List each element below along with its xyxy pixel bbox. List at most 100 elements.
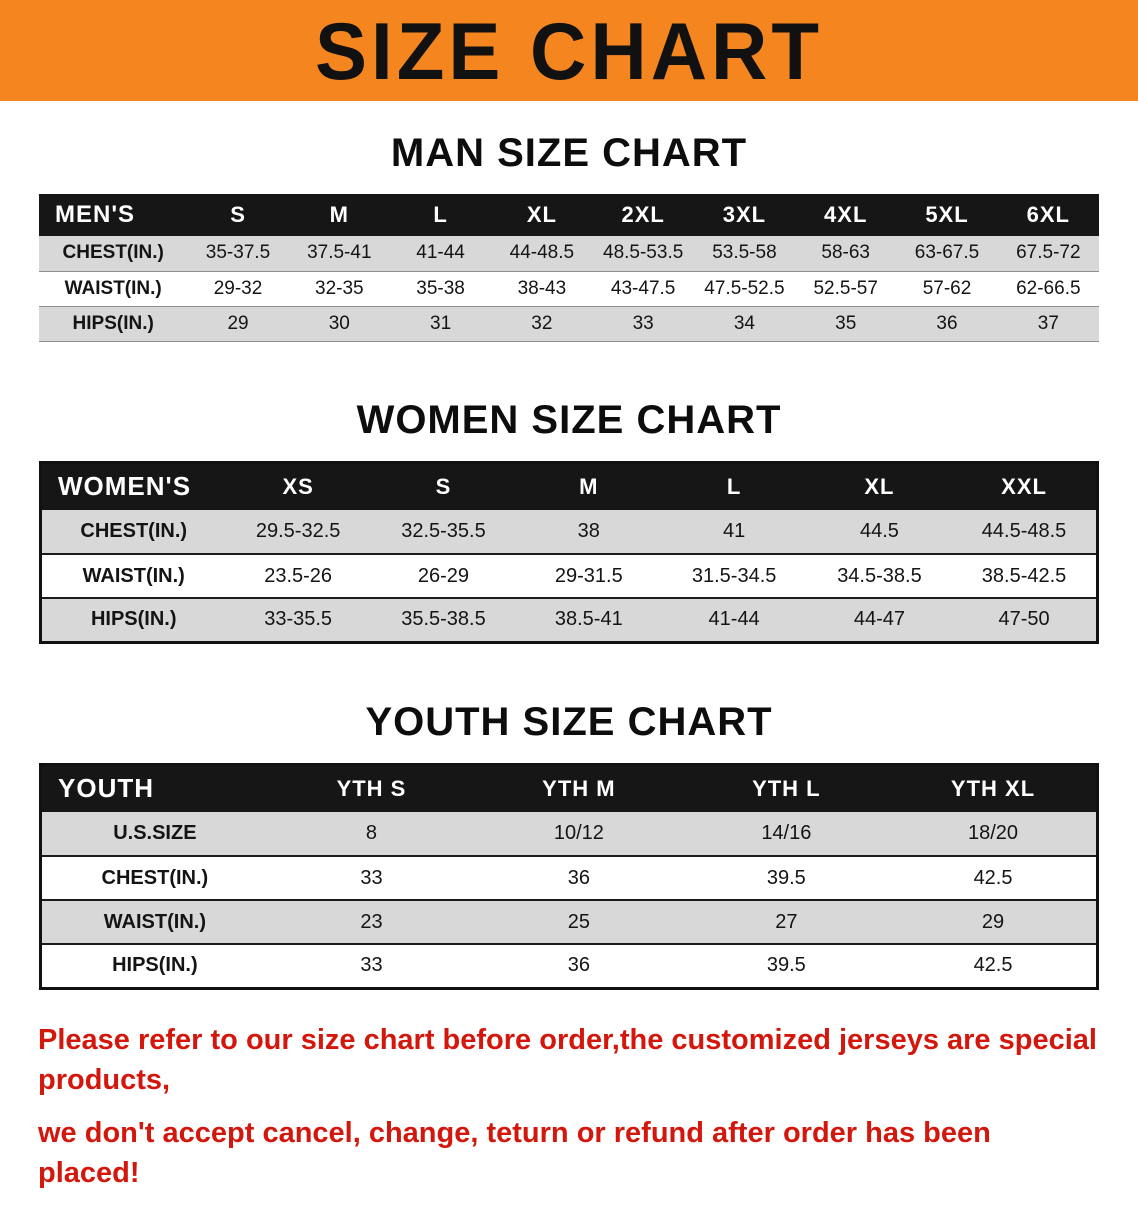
size-header-cell: 4XL xyxy=(795,194,897,236)
size-header-cell: S xyxy=(370,462,517,510)
row-label-cell: WAIST(IN.) xyxy=(39,271,188,307)
value-cell: 39.5 xyxy=(682,856,891,901)
value-cell: 25 xyxy=(475,900,683,945)
women-size-section: WOMEN SIZE CHART WOMEN'S XS S M L XL XXL CHEST(… xyxy=(0,398,1138,644)
size-header-cell: XL xyxy=(806,462,953,510)
table-header-row: WOMEN'S XS S M L XL XXL xyxy=(40,462,1098,510)
value-cell: 23 xyxy=(267,900,476,945)
measurement-row: CHEST(IN.) 35-37.5 37.5-41 41-44 44-48.5 48.5… xyxy=(39,236,1099,272)
men-size-section: MAN SIZE CHART MEN'S S M L XL 2XL 3XL 4XL 5XL 6XL… xyxy=(0,131,1138,342)
value-cell: 33 xyxy=(267,856,476,901)
size-header-cell: 6XL xyxy=(997,194,1099,236)
size-header-cell: L xyxy=(661,462,807,510)
row-label-cell: CHEST(IN.) xyxy=(39,236,188,272)
size-header-cell: M xyxy=(288,194,390,236)
measurement-row: WAIST(IN.) 23.5-26 26-29 29-31.5 31.5-34.5 34… xyxy=(40,554,1098,599)
disclaimer-line-2: we don't accept cancel, change, teturn o… xyxy=(38,1116,991,1190)
value-cell: 37.5-41 xyxy=(288,236,390,272)
value-cell: 62-66.5 xyxy=(997,271,1099,307)
size-header-cell: YTH XL xyxy=(890,764,1098,812)
value-cell: 33-35.5 xyxy=(225,598,371,643)
value-cell: 35-37.5 xyxy=(187,236,289,272)
value-cell: 38-43 xyxy=(491,271,593,307)
row-label-cell: U.S.SIZE xyxy=(40,812,268,857)
value-cell: 58-63 xyxy=(795,236,897,272)
value-cell: 43-47.5 xyxy=(592,271,694,307)
value-cell: 39.5 xyxy=(682,944,891,989)
value-cell: 29 xyxy=(187,306,289,342)
value-cell: 44-47 xyxy=(806,598,953,643)
value-cell: 32 xyxy=(491,306,593,342)
measurement-row: U.S.SIZE 8 10/12 14/16 18/20 xyxy=(40,812,1098,857)
size-header-cell: YTH M xyxy=(475,764,683,812)
size-header-cell: S xyxy=(187,194,289,236)
value-cell: 48.5-53.5 xyxy=(592,236,694,272)
value-cell: 36 xyxy=(475,944,683,989)
measurement-row: WAIST(IN.) 29-32 32-35 35-38 38-43 43-47.5 47.… xyxy=(39,271,1099,307)
value-cell: 42.5 xyxy=(890,944,1098,989)
measurement-row: CHEST(IN.) 33 36 39.5 42.5 xyxy=(40,856,1098,901)
value-cell: 47-50 xyxy=(952,598,1098,643)
value-cell: 32.5-35.5 xyxy=(370,510,517,555)
size-header-cell: XS xyxy=(225,462,371,510)
women-size-table: WOMEN'S XS S M L XL XXL CHEST(IN.) 29.5-32.5 32.5… xyxy=(39,460,1099,644)
size-header-cell: 2XL xyxy=(592,194,694,236)
value-cell: 41 xyxy=(661,510,807,555)
value-cell: 29-32 xyxy=(187,271,289,307)
value-cell: 38.5-42.5 xyxy=(952,554,1098,599)
value-cell: 53.5-58 xyxy=(693,236,796,272)
value-cell: 36 xyxy=(896,306,998,342)
disclaimer: Please refer to our size chart before or… xyxy=(38,1020,1100,1194)
size-header-cell: 3XL xyxy=(693,194,796,236)
row-label-cell: HIPS(IN.) xyxy=(40,598,226,643)
measurement-row: WAIST(IN.) 23 25 27 29 xyxy=(40,900,1098,945)
value-cell: 33 xyxy=(592,306,694,342)
row-label-cell: HIPS(IN.) xyxy=(39,306,188,342)
row-label-cell: WAIST(IN.) xyxy=(40,554,226,599)
value-cell: 8 xyxy=(267,812,476,857)
measurement-row: HIPS(IN.) 33 36 39.5 42.5 xyxy=(40,944,1098,989)
size-header-cell: XXL xyxy=(952,462,1098,510)
size-header-cell: YTH L xyxy=(682,764,891,812)
youth-size-table: YOUTH YTH S YTH M YTH L YTH XL U.S.SIZE 8 10/12… xyxy=(39,762,1099,990)
value-cell: 23.5-26 xyxy=(225,554,371,599)
value-cell: 38 xyxy=(516,510,662,555)
measurement-row: HIPS(IN.) 29 30 31 32 33 34 35 36 37 xyxy=(39,306,1099,342)
value-cell: 32-35 xyxy=(288,271,390,307)
row-label-cell: CHEST(IN.) xyxy=(40,510,226,555)
measurement-row: CHEST(IN.) 29.5-32.5 32.5-35.5 38 41 44.5 44.5… xyxy=(40,510,1098,555)
value-cell: 33 xyxy=(267,944,476,989)
banner: SIZE CHART xyxy=(0,0,1138,101)
table-title-cell: YOUTH xyxy=(40,764,268,812)
measurement-row: HIPS(IN.) 33-35.5 35.5-38.5 38.5-41 41-44 44-… xyxy=(40,598,1098,643)
value-cell: 44-48.5 xyxy=(491,236,593,272)
row-label-cell: WAIST(IN.) xyxy=(40,900,268,945)
table-header-row: YOUTH YTH S YTH M YTH L YTH XL xyxy=(40,764,1098,812)
value-cell: 47.5-52.5 xyxy=(693,271,796,307)
value-cell: 35-38 xyxy=(389,271,492,307)
table-title-cell: MEN'S xyxy=(39,194,188,236)
section-heading-youth: YOUTH SIZE CHART xyxy=(365,699,773,744)
value-cell: 14/16 xyxy=(682,812,891,857)
value-cell: 31.5-34.5 xyxy=(661,554,807,599)
value-cell: 35.5-38.5 xyxy=(370,598,517,643)
value-cell: 34.5-38.5 xyxy=(806,554,953,599)
size-header-cell: L xyxy=(389,194,492,236)
value-cell: 29.5-32.5 xyxy=(225,510,371,555)
value-cell: 41-44 xyxy=(389,236,492,272)
section-heading-women: WOMEN SIZE CHART xyxy=(356,397,782,442)
value-cell: 38.5-41 xyxy=(516,598,662,643)
men-size-table: MEN'S S M L XL 2XL 3XL 4XL 5XL 6XL CHEST(IN.) 35-37… xyxy=(39,194,1099,342)
value-cell: 18/20 xyxy=(890,812,1098,857)
size-header-cell: 5XL xyxy=(896,194,998,236)
youth-size-section: YOUTH SIZE CHART YOUTH YTH S YTH M YTH L YTH… xyxy=(0,700,1138,990)
value-cell: 67.5-72 xyxy=(997,236,1099,272)
value-cell: 29-31.5 xyxy=(516,554,662,599)
table-title-cell: WOMEN'S xyxy=(40,462,226,510)
section-heading-men: MAN SIZE CHART xyxy=(390,131,748,175)
size-header-cell: M xyxy=(516,462,662,510)
disclaimer-line-1: Please refer to our size chart before or… xyxy=(38,1023,1097,1097)
value-cell: 31 xyxy=(389,306,492,342)
value-cell: 41-44 xyxy=(661,598,807,643)
